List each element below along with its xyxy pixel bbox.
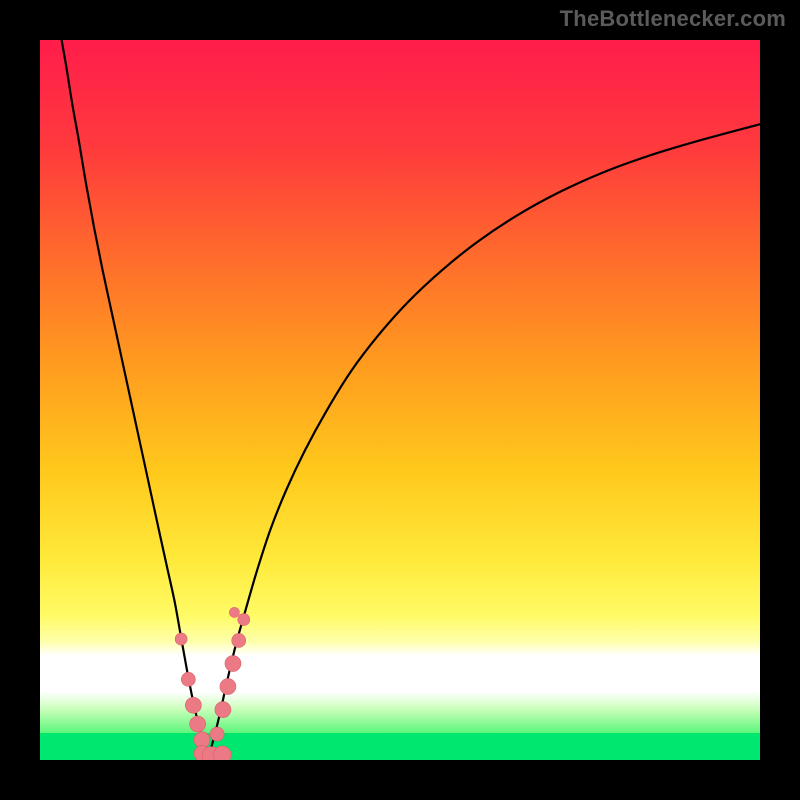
curve-layer: [40, 40, 760, 760]
data-marker: [232, 633, 246, 647]
data-marker: [210, 727, 224, 741]
data-marker: [220, 679, 236, 695]
plot-area: [40, 40, 760, 760]
data-marker: [185, 697, 201, 713]
data-marker: [238, 614, 250, 626]
data-marker: [190, 716, 206, 732]
left-curve: [62, 40, 208, 758]
watermark-text: TheBottlenecker.com: [560, 6, 786, 32]
chart-container: { "meta": { "type": "line", "source_wate…: [0, 0, 800, 800]
data-marker: [181, 672, 195, 686]
data-marker: [175, 633, 187, 645]
data-marker: [225, 656, 241, 672]
right-curve: [208, 124, 760, 758]
data-marker: [229, 607, 239, 617]
data-marker: [215, 702, 231, 718]
